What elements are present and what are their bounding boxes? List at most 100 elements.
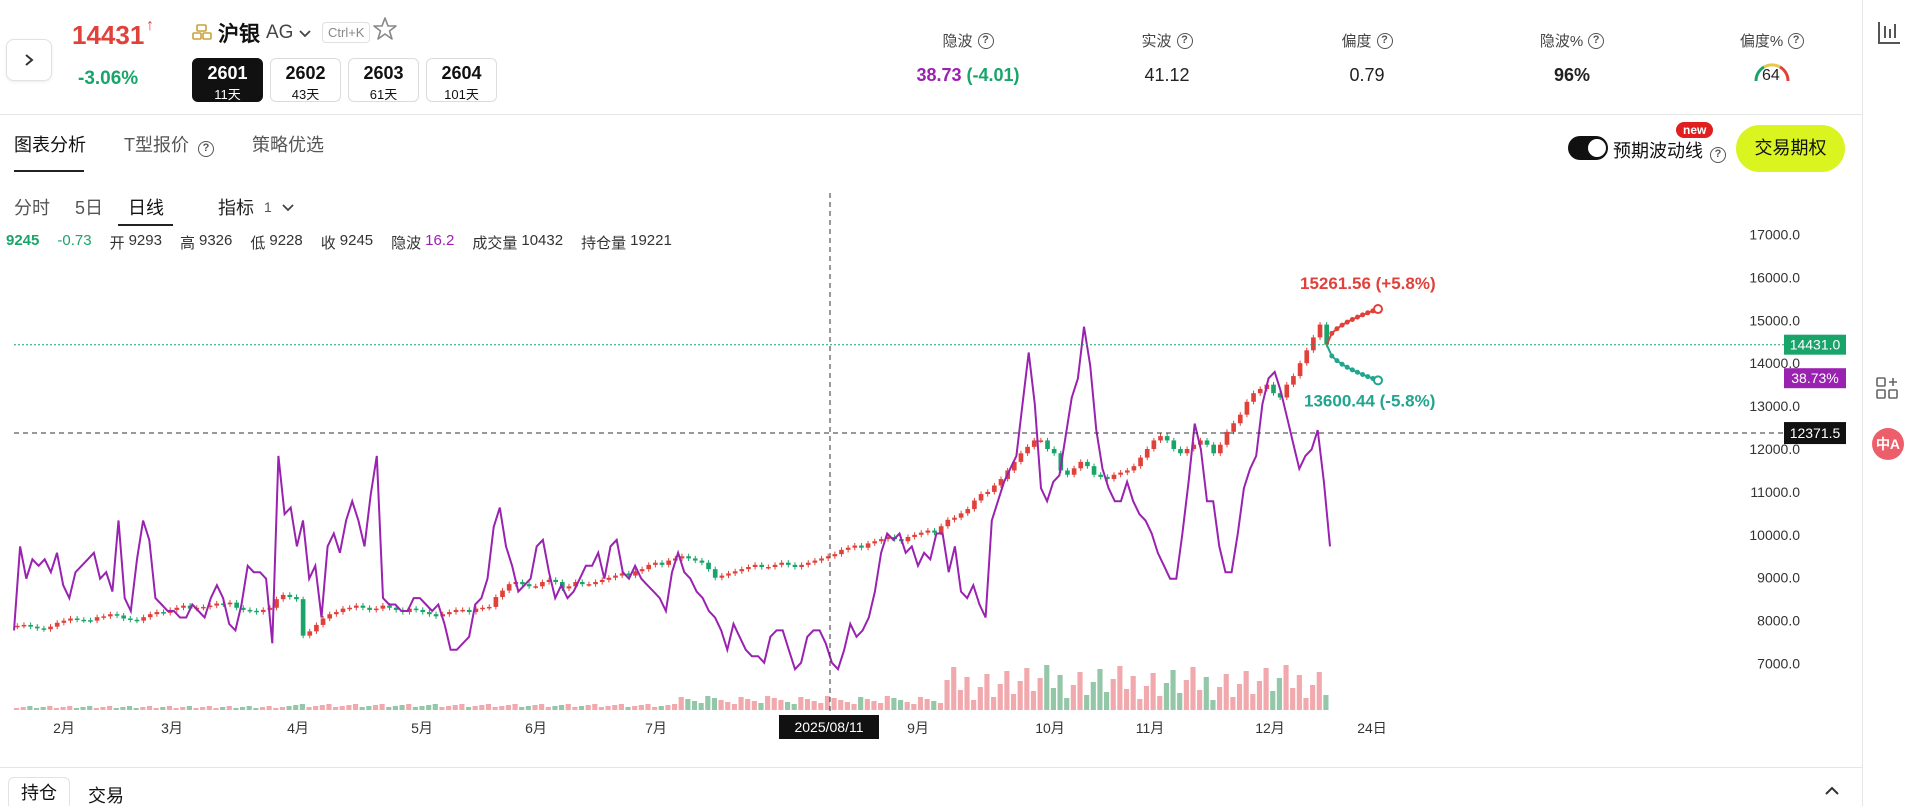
volume-bar <box>991 697 997 710</box>
price-chart[interactable]: 17000.016000.015000.014000.013000.012000… <box>0 185 1862 745</box>
volume-bar <box>47 706 53 710</box>
volume-bar <box>1084 695 1090 710</box>
price-up-arrow: ↑ <box>146 17 154 34</box>
favorite-star-icon[interactable] <box>372 16 398 47</box>
candle-body <box>520 582 525 585</box>
contract-days: 43天 <box>291 87 320 102</box>
candle-body <box>154 612 160 615</box>
contract-2603[interactable]: 2603 61天 <box>348 58 419 102</box>
candle-body <box>719 575 725 578</box>
help-icon[interactable]: ? <box>1788 32 1805 49</box>
candle-body <box>686 556 691 559</box>
candle-body <box>852 545 858 548</box>
help-icon[interactable]: ? <box>198 141 215 157</box>
add-widget-icon[interactable] <box>1875 376 1899 405</box>
star-icon <box>373 17 397 40</box>
volume-bar <box>465 707 472 710</box>
search-shortcut-hint[interactable]: Ctrl+K <box>322 22 371 43</box>
volume-bar <box>745 699 751 710</box>
help-icon[interactable]: ? <box>977 32 994 49</box>
chevron-right-icon <box>25 54 34 66</box>
y-tick-label: 14000.0 <box>1749 355 1800 371</box>
stat-iv-percentile: 隐波%? 96% <box>1502 30 1642 86</box>
candle-body <box>992 485 997 492</box>
x-tick-label: 2月 <box>53 720 75 736</box>
expand-sidebar-button[interactable] <box>6 39 52 81</box>
indicator-dropdown[interactable]: 指标 1 <box>218 194 294 220</box>
candle-body <box>1257 388 1263 394</box>
candle-body <box>127 618 133 620</box>
ohlc-oi-label: 持仓量 <box>581 235 627 252</box>
expected-lower-line <box>1325 344 1379 382</box>
ohlc-close-label: 收 <box>320 235 336 252</box>
candle-body <box>646 564 652 570</box>
volume-bar <box>1090 682 1096 710</box>
chart-tools-icon[interactable] <box>1876 20 1902 51</box>
help-icon[interactable]: ? <box>1710 147 1727 163</box>
help-icon[interactable]: ? <box>1376 32 1393 49</box>
period-intraday[interactable]: 分时 <box>14 198 50 218</box>
iv-line <box>13 326 1331 672</box>
tab-strategy[interactable]: 策略优选 <box>252 135 324 155</box>
volume-bar <box>784 702 791 710</box>
translate-icon[interactable]: 中A <box>1872 428 1904 460</box>
trade-options-button[interactable]: 交易期权 <box>1736 125 1845 172</box>
period-daily[interactable]: 日线 <box>128 198 164 218</box>
candle-body <box>214 603 220 606</box>
candle-body <box>353 605 359 608</box>
ohlc-volume-label: 成交量 <box>472 235 518 252</box>
ohlc-info-line: 9245 -0.73 开 9293 高 9326 低 9228 收 9245 隐波 16.… <box>6 232 676 253</box>
x-tick-label: 24日 <box>1357 720 1387 736</box>
period-5day[interactable]: 5日 <box>75 198 104 218</box>
candle-body <box>1065 470 1070 475</box>
tab-t-quote[interactable]: T型报价 ? <box>124 131 215 157</box>
contract-2602[interactable]: 2602 43天 <box>270 58 341 102</box>
candle-body <box>393 607 399 610</box>
volume-bar <box>1110 679 1116 710</box>
volume-bar <box>878 703 884 710</box>
volume-bar <box>791 704 797 710</box>
candle-body <box>586 584 592 586</box>
active-period-indicator <box>118 224 173 226</box>
candle-body <box>280 594 286 600</box>
tab-positions[interactable]: 持仓 <box>8 777 70 806</box>
candle-body <box>972 500 977 510</box>
candle-body <box>1164 436 1170 441</box>
volume-bar <box>306 707 312 710</box>
candle-body <box>746 567 751 570</box>
contract-2604[interactable]: 2604 101天 <box>426 58 497 102</box>
candle-body <box>1271 384 1276 394</box>
contract-2601[interactable]: 2601 11天 <box>192 58 263 102</box>
candle-body <box>493 597 499 607</box>
help-icon[interactable]: ? <box>1176 32 1193 49</box>
tab-trade[interactable]: 交易 <box>88 786 124 806</box>
volume-bar <box>512 704 518 710</box>
volume-bar <box>279 707 286 710</box>
candle-body <box>1151 440 1157 449</box>
help-icon[interactable]: ? <box>1588 32 1605 49</box>
candle-body <box>706 562 711 570</box>
x-tick-label: 11月 <box>1136 720 1165 736</box>
candle-body <box>1045 440 1050 449</box>
volume-bar <box>273 708 279 710</box>
indicator-count: 1 <box>264 199 272 215</box>
candle-body <box>533 586 539 588</box>
product-selector[interactable]: 沪银 AG <box>192 18 312 48</box>
volume-bar <box>565 704 571 710</box>
volume-bar <box>67 706 73 710</box>
chevron-up-icon[interactable] <box>1824 784 1840 802</box>
candle-body <box>433 614 439 617</box>
candle-body <box>1224 431 1230 445</box>
candle-body <box>500 590 505 598</box>
volume-bar <box>1203 677 1209 710</box>
volume-bar <box>299 704 305 710</box>
candle-body <box>679 556 685 559</box>
y-tick-label: 16000.0 <box>1749 269 1800 285</box>
candle-body <box>506 584 512 591</box>
tab-chart-analysis[interactable]: 图表分析 <box>14 135 86 155</box>
candle-body <box>1038 440 1044 442</box>
volume-bar <box>1057 675 1063 710</box>
volume-bar <box>80 707 86 710</box>
candle-body <box>1105 476 1110 480</box>
volume-bar <box>598 707 605 710</box>
